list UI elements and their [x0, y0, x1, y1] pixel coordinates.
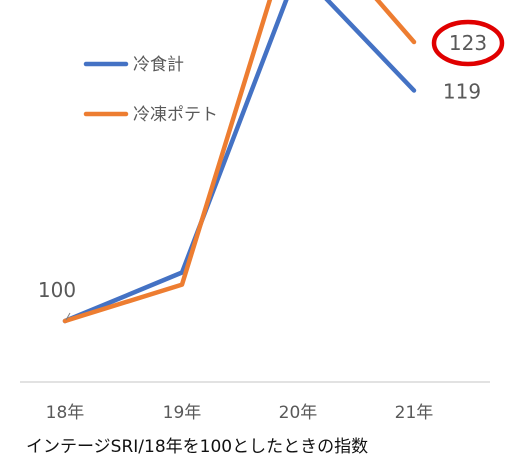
x-tick-label: 19年	[163, 403, 202, 423]
data-labels: 100 123 119	[38, 19, 505, 321]
x-tick-label: 21年	[395, 403, 434, 423]
x-axis: 18年 19年 20年 21年	[20, 381, 490, 423]
series-lines	[62, 0, 417, 324]
data-label: 123	[449, 31, 487, 55]
chart-caption: インテージSRI/18年を100としたときの指数	[26, 437, 369, 457]
legend-label-0: 冷食計	[133, 55, 184, 75]
x-tick-label: 20年	[279, 403, 318, 423]
legend-label-1: 冷凍ポテト	[133, 105, 218, 125]
highlight-circle	[431, 19, 505, 67]
series-line-1	[62, 0, 417, 324]
x-tick-label: 18年	[46, 403, 85, 423]
data-label: 100	[38, 278, 76, 302]
series-line-0	[62, 0, 417, 324]
data-label-leader	[65, 312, 71, 321]
data-label: 119	[443, 80, 481, 104]
